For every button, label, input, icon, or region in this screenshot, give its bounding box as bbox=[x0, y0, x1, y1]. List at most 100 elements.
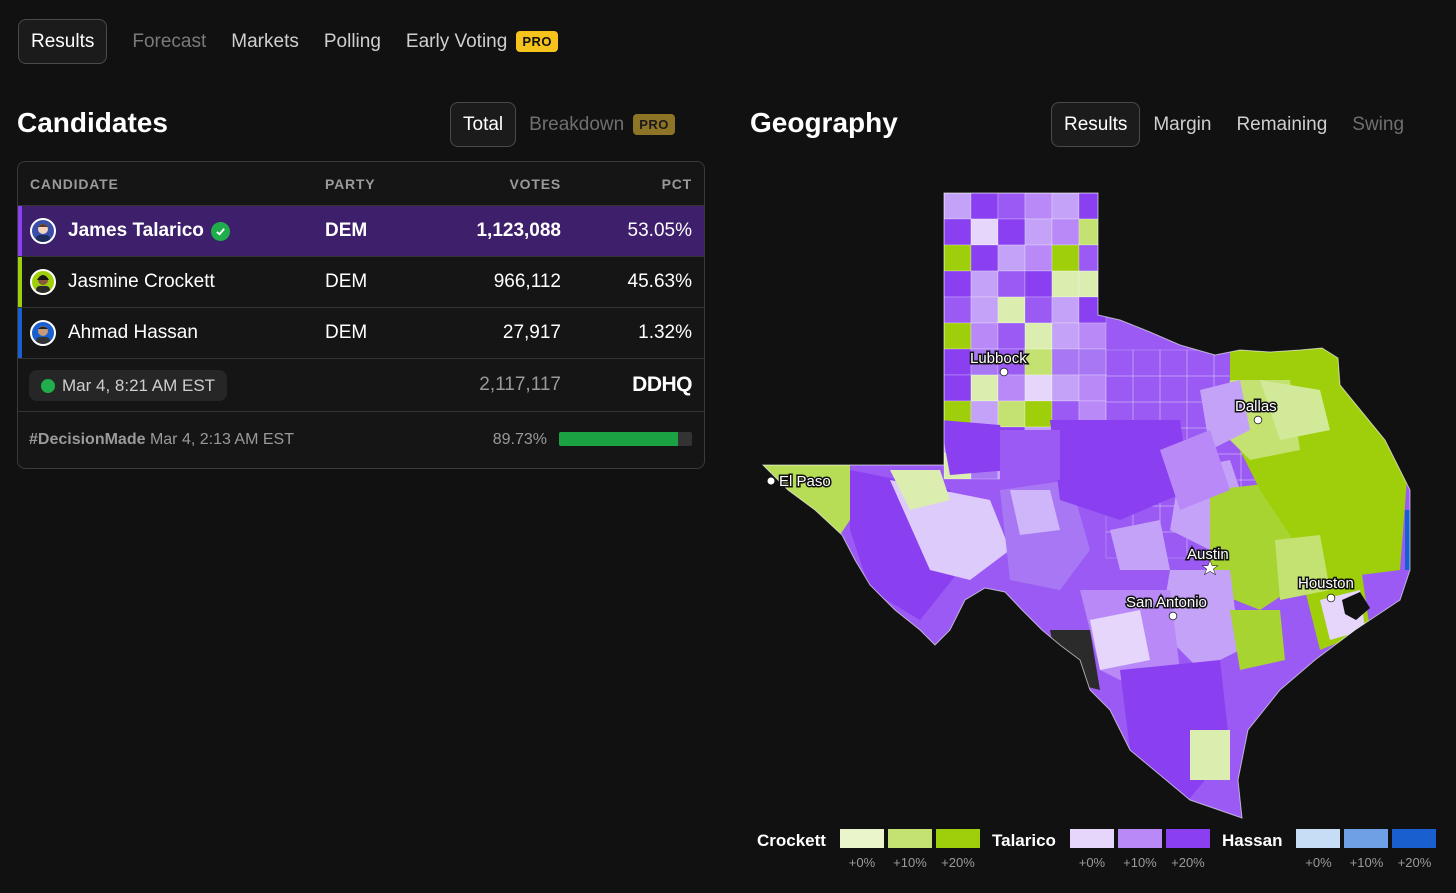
county-cell[interactable] bbox=[1024, 244, 1053, 272]
county-cell[interactable] bbox=[997, 218, 1026, 246]
county-cell[interactable] bbox=[997, 374, 1026, 402]
county-cell[interactable] bbox=[1051, 296, 1080, 324]
county-cell[interactable] bbox=[1078, 374, 1107, 402]
county-cell[interactable] bbox=[943, 244, 972, 272]
county-cell[interactable] bbox=[1051, 193, 1080, 220]
reporting-progress-fill bbox=[559, 432, 679, 446]
lubbock-dot-icon bbox=[999, 367, 1009, 377]
decision-row: #DecisionMade Mar 4, 2:13 AM EST 89.73% bbox=[18, 412, 704, 467]
header-candidate: CANDIDATE bbox=[30, 175, 119, 192]
county-cell[interactable] bbox=[1078, 218, 1107, 246]
county-cell[interactable] bbox=[943, 193, 972, 220]
county-cell[interactable] bbox=[1078, 348, 1107, 376]
county-cell[interactable] bbox=[1132, 349, 1161, 377]
county-cell[interactable] bbox=[1051, 270, 1080, 298]
candidate-row-crockett[interactable]: Jasmine Crockett DEM 966,112 45.63% bbox=[18, 257, 704, 308]
tab-forecast[interactable]: Forecast bbox=[132, 19, 206, 64]
county-cell[interactable] bbox=[943, 270, 972, 298]
county-cell[interactable] bbox=[1078, 244, 1107, 272]
status-row: Mar 4, 8:21 AM EST 2,117,117 DDHQ bbox=[18, 359, 704, 412]
tab-early-voting[interactable]: Early Voting PRO bbox=[406, 19, 558, 64]
legend-swatch bbox=[935, 829, 980, 848]
legend-swatch bbox=[1296, 829, 1341, 848]
county-cell[interactable] bbox=[970, 400, 999, 428]
county-cell[interactable] bbox=[1348, 349, 1377, 377]
tab-results[interactable]: Results bbox=[18, 19, 108, 64]
county-cell[interactable] bbox=[997, 270, 1026, 298]
county-cell[interactable] bbox=[943, 218, 972, 246]
legend-swatch bbox=[1117, 829, 1162, 848]
county-cell[interactable] bbox=[1105, 375, 1134, 403]
county-cell[interactable] bbox=[970, 322, 999, 350]
county-cell[interactable] bbox=[1024, 296, 1053, 324]
county-cell[interactable] bbox=[1348, 375, 1377, 403]
tab-geo-results[interactable]: Results bbox=[1051, 102, 1141, 147]
candidate-row-hassan[interactable]: Ahmad Hassan DEM 27,917 1.32% bbox=[18, 308, 704, 359]
county-cell[interactable] bbox=[970, 270, 999, 298]
pro-badge: PRO bbox=[633, 114, 675, 135]
county-cell[interactable] bbox=[1051, 218, 1080, 246]
avatar bbox=[30, 320, 56, 346]
candidate-pct: 1.32% bbox=[638, 322, 692, 343]
county-cell[interactable] bbox=[997, 400, 1026, 428]
tab-total[interactable]: Total bbox=[450, 102, 517, 147]
tab-margin[interactable]: Margin bbox=[1153, 102, 1211, 147]
texas-county-map[interactable]: Lubbock Dallas El Paso Austin Houston Sa… bbox=[760, 190, 1415, 820]
candidate-name: Ahmad Hassan bbox=[68, 322, 198, 344]
tab-margin-label: Margin bbox=[1153, 113, 1212, 135]
county-cell[interactable] bbox=[997, 193, 1026, 220]
county-cell[interactable] bbox=[1024, 322, 1053, 350]
county-cell[interactable] bbox=[970, 348, 999, 376]
geography-tabs: Results Margin Remaining Swing bbox=[1051, 102, 1404, 147]
county-cell[interactable] bbox=[1078, 270, 1107, 298]
county-cell[interactable] bbox=[1024, 270, 1053, 298]
county-cell[interactable] bbox=[1024, 374, 1053, 402]
county-cell[interactable] bbox=[1024, 348, 1053, 376]
county-cell[interactable] bbox=[1051, 348, 1080, 376]
county-cell[interactable] bbox=[970, 193, 999, 220]
county-cell[interactable] bbox=[943, 296, 972, 324]
tab-swing[interactable]: Swing bbox=[1352, 102, 1404, 147]
county-cell[interactable] bbox=[1078, 193, 1107, 220]
county-cell[interactable] bbox=[1051, 374, 1080, 402]
county-cell[interactable] bbox=[970, 218, 999, 246]
candidate-votes: 1,123,088 bbox=[476, 220, 561, 241]
candidate-row-talarico[interactable]: James Talarico DEM 1,123,088 53.05% bbox=[18, 206, 704, 257]
county-cell[interactable] bbox=[943, 348, 972, 376]
ddhq-logo: DDHQ bbox=[632, 373, 692, 396]
tab-markets[interactable]: Markets bbox=[231, 19, 299, 64]
county-cell[interactable] bbox=[1078, 296, 1107, 324]
candidate-name: James Talarico bbox=[68, 220, 230, 242]
county-cell[interactable] bbox=[1024, 193, 1053, 220]
tab-remaining[interactable]: Remaining bbox=[1236, 102, 1327, 147]
county-cell[interactable] bbox=[1159, 375, 1188, 403]
county-cell[interactable] bbox=[997, 244, 1026, 272]
county-cell[interactable] bbox=[943, 374, 972, 402]
tab-geo-results-label: Results bbox=[1064, 113, 1128, 135]
county-cell[interactable] bbox=[1051, 244, 1080, 272]
county-cell[interactable] bbox=[970, 244, 999, 272]
legend-step-label: +20% bbox=[1171, 855, 1205, 870]
county-cell[interactable] bbox=[997, 296, 1026, 324]
tab-forecast-label: Forecast bbox=[132, 30, 207, 52]
legend-step: +20% bbox=[935, 829, 980, 870]
houston-dot-icon bbox=[1326, 593, 1336, 603]
county-cell[interactable] bbox=[1051, 322, 1080, 350]
dallas-dot-icon bbox=[1253, 415, 1263, 425]
county-cell[interactable] bbox=[997, 322, 1026, 350]
county-cell[interactable] bbox=[1078, 322, 1107, 350]
tab-polling[interactable]: Polling bbox=[324, 19, 381, 64]
live-dot-icon bbox=[41, 378, 55, 393]
candidate-name-text: James Talarico bbox=[68, 220, 204, 241]
county-cell[interactable] bbox=[1132, 375, 1161, 403]
county-cell[interactable] bbox=[1024, 218, 1053, 246]
county-cell[interactable] bbox=[970, 296, 999, 324]
legend-swatch bbox=[1392, 829, 1437, 848]
county-cell[interactable] bbox=[970, 374, 999, 402]
county-cell[interactable] bbox=[943, 322, 972, 350]
tab-breakdown[interactable]: Breakdown PRO bbox=[529, 102, 675, 147]
county-cell[interactable] bbox=[1024, 400, 1053, 428]
total-votes: 2,117,117 bbox=[479, 374, 561, 395]
county-cell[interactable] bbox=[1105, 349, 1134, 377]
county-cell[interactable] bbox=[1159, 349, 1188, 377]
